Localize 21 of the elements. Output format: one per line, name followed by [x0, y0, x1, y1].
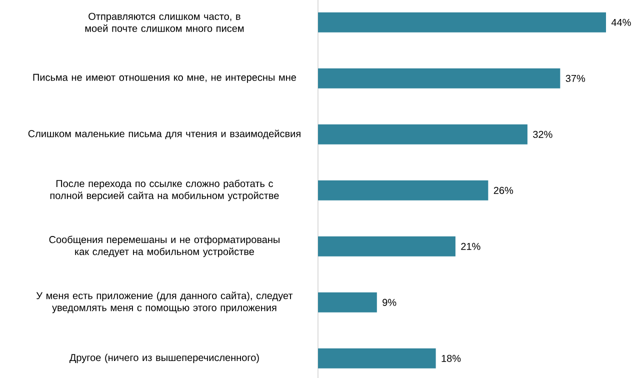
y-tick-label: Письма не имеют отношения ко мне, не интересны мне — [33, 74, 296, 83]
data-label: 37% — [566, 74, 586, 82]
bar — [318, 68, 560, 88]
data-label: 32% — [533, 130, 552, 138]
data-label: 18% — [442, 354, 461, 362]
data-label: 26% — [494, 186, 514, 194]
bar — [318, 124, 528, 144]
y-tick-label: После перехода по ссылке сложно работать с полной версией сайта на мобильном устройстве — [50, 180, 279, 202]
y-tick-label: Другое (ничего из вышеперечисленного) — [69, 354, 259, 364]
y-tick-label: Сообщения перемешаны и не отформатированы как следует на мобильном устройстве — [49, 236, 280, 258]
bar — [318, 180, 488, 200]
bar — [318, 236, 456, 256]
bar — [318, 348, 436, 368]
y-tick-label: Отправляются слишком часто, в моей почте слишком много писем — [85, 12, 244, 32]
bar — [318, 292, 377, 312]
data-label: 21% — [461, 242, 480, 250]
data-label: 44% — [611, 18, 631, 26]
y-tick-label: Слишком маленькие письма для чтения и взаимодейсвия — [28, 130, 300, 140]
data-label: 9% — [382, 298, 396, 306]
bar — [318, 12, 606, 32]
y-tick-label: У меня есть приложение (для данного сайта), следует уведомлять меня с помощью этого приложения — [36, 292, 293, 314]
